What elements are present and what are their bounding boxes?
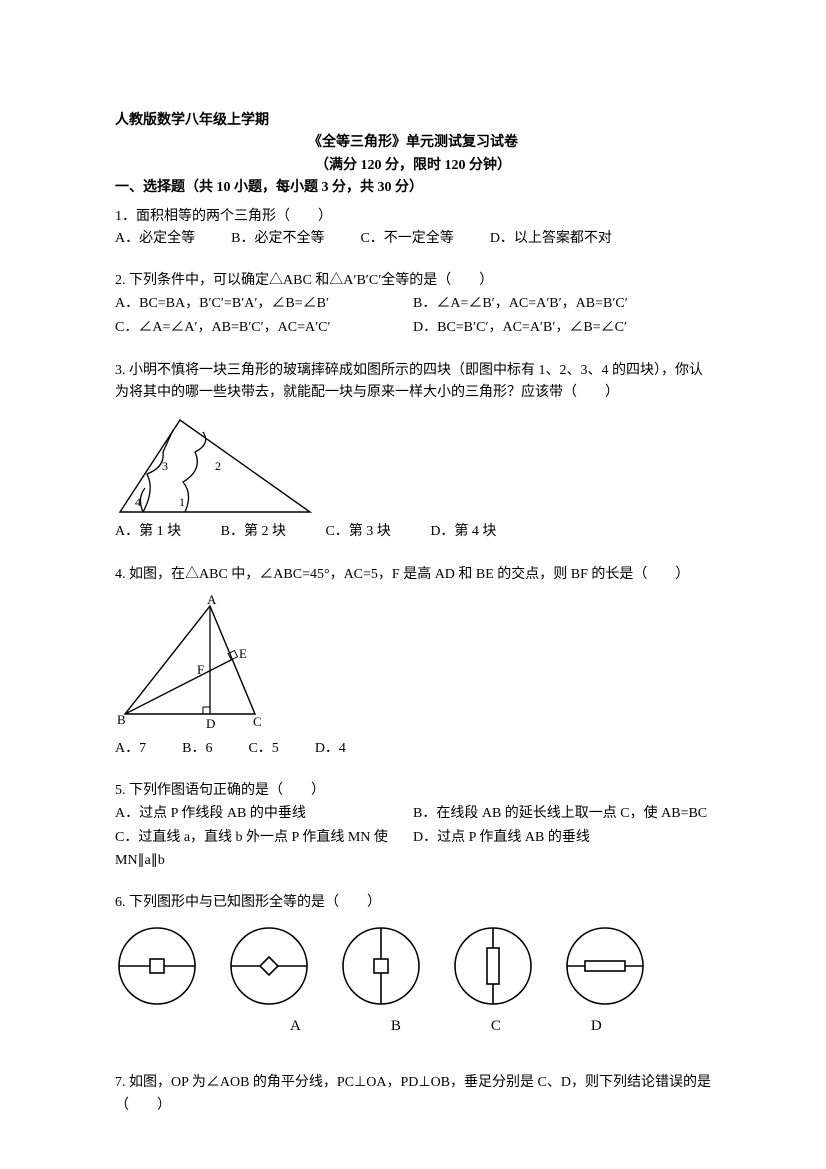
q6-letters: A B C D (290, 1014, 711, 1038)
q4-label-E: E (239, 646, 247, 661)
q4-label-C: C (253, 714, 262, 729)
q3-opt-b: B．第 2 块 (221, 524, 286, 539)
q5-opt-b: B．在线段 AB 的延长线上取一点 C，使 AB=BC (413, 803, 711, 825)
q6-stem: 6. 下列图形中与已知图形全等的是（ ） (115, 892, 711, 914)
q1-options: A．必定全等 B．必定不全等 C．不一定全等 D．以上答案都不对 (115, 228, 711, 250)
title: 《全等三角形》单元测试复习试卷 (115, 132, 711, 154)
q6-opt-b-fig (339, 924, 423, 1008)
q1-opt-a: A．必定全等 (115, 228, 195, 250)
q3-label-1: 1 (179, 495, 185, 509)
q2-opt-b: B．∠A=∠B′，AC=A′B′，AB=B′C′ (413, 293, 711, 315)
q7-stem: 7. 如图，OP 为∠AOB 的角平分线，PC⊥OA，PD⊥OB，垂足分别是 C… (115, 1072, 711, 1117)
q5-opt-c: C．过直线 a，直线 b 外一点 P 作直线 MN 使 MN∥a∥b (115, 827, 413, 872)
q6-letter-a: A (290, 1014, 301, 1038)
q4-label-D: D (206, 716, 215, 731)
q6-letter-d: D (591, 1014, 602, 1038)
q3-stem: 3. 小明不慎将一块三角形的玻璃摔碎成如图所示的四块（即图中标有 1、2、3、4… (115, 360, 711, 405)
q4-label-B: B (117, 712, 126, 727)
q6-figures (115, 924, 711, 1008)
q1-opt-b: B．必定不全等 (231, 228, 324, 250)
q6-letter-b: B (391, 1014, 401, 1038)
grade-line: 人教版数学八年级上学期 (115, 110, 711, 132)
q4-opt-c: C．5 (248, 738, 278, 760)
subtitle: （满分 120 分，限时 120 分钟） (115, 155, 711, 177)
q5-opt-a: A．过点 P 作线段 AB 的中垂线 (115, 803, 413, 825)
q5-opt-d: D．过点 P 作直线 AB 的垂线 (413, 827, 711, 872)
q3-opt-c: C．第 3 块 (325, 524, 390, 539)
q3-label-2: 2 (215, 459, 221, 473)
q3-opt-a: A．第 1 块 (115, 524, 181, 539)
q2-options: A．BC=BA，B′C′=B′A′，∠B=∠B′ B．∠A=∠B′，AC=A′B… (115, 293, 711, 340)
q6-letter-c: C (491, 1014, 501, 1038)
q2-opt-a: A．BC=BA，B′C′=B′A′，∠B=∠B′ (115, 293, 413, 315)
q5-stem: 5. 下列作图语句正确的是（ ） (115, 780, 711, 802)
q3-figure: 3 2 4 1 (115, 412, 711, 517)
q4-opt-d: D．4 (315, 738, 346, 760)
q4-opt-a: A．7 (115, 738, 146, 760)
q2-stem: 2. 下列条件中，可以确定△ABC 和△A′B′C′全等的是（ ） (115, 270, 711, 292)
q6-opt-d-fig (563, 924, 647, 1008)
q1-opt-c: C．不一定全等 (360, 228, 453, 250)
q6-opt-a-fig (227, 924, 311, 1008)
q5-options: A．过点 P 作线段 AB 的中垂线 B．在线段 AB 的延长线上取一点 C，使… (115, 803, 711, 872)
q4-opt-b: B．6 (182, 738, 212, 760)
q6-given (115, 924, 199, 1008)
q3-options: A．第 1 块 B．第 2 块 C．第 3 块 D．第 4 块 (115, 521, 711, 543)
section-1-title: 一、选择题（共 10 小题，每小题 3 分，共 30 分） (115, 177, 711, 199)
q3-opt-d: D．第 4 块 (430, 524, 496, 539)
q2-opt-c: C．∠A=∠A′，AB=B′C′，AC=A′C′ (115, 317, 413, 339)
q2-opt-d: D．BC=B′C′，AC=A′B′，∠B=∠C′ (413, 317, 711, 339)
q4-stem: 4. 如图，在△ABC 中，∠ABC=45°，AC=5，F 是高 AD 和 BE… (115, 564, 711, 586)
q1-opt-d: D．以上答案都不对 (490, 228, 612, 250)
q4-label-A: A (207, 594, 217, 607)
q3-label-3: 3 (162, 459, 168, 473)
q6-opt-c-fig (451, 924, 535, 1008)
q4-figure: A B C D E F (115, 594, 711, 734)
q1-stem: 1．面积相等的两个三角形（ ） (115, 206, 711, 228)
q4-label-F: F (197, 662, 204, 677)
q4-options: A．7 B．6 C．5 D．4 (115, 738, 711, 760)
q3-label-4: 4 (135, 495, 141, 509)
